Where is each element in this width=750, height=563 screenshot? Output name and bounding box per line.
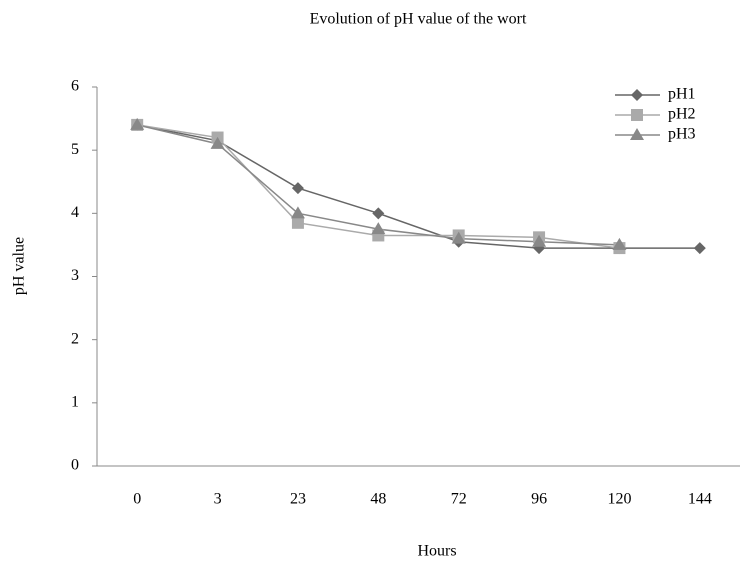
legend-label: pH1	[668, 86, 696, 103]
data-point	[612, 237, 627, 250]
legend-marker	[630, 128, 644, 140]
data-point	[451, 231, 466, 244]
x-tick-label: 144	[688, 491, 712, 508]
x-axis-label: Hours	[417, 543, 456, 560]
legend-marker	[631, 89, 643, 101]
data-point	[130, 117, 145, 130]
legend-label: pH3	[668, 126, 696, 143]
x-tick-label: 72	[451, 491, 467, 508]
data-point	[210, 136, 225, 149]
data-point	[291, 216, 304, 229]
x-tick-label: 23	[290, 491, 306, 508]
x-tick-label: 0	[133, 491, 141, 508]
y-tick-label: 1	[71, 394, 79, 411]
data-point	[291, 182, 304, 195]
data-point	[372, 207, 385, 220]
x-tick-label: 48	[370, 491, 386, 508]
y-tick-label: 0	[71, 457, 79, 474]
legend-marker	[631, 109, 643, 121]
x-tick-label: 3	[214, 491, 222, 508]
y-axis-label: pH value	[11, 237, 28, 295]
y-tick-label: 4	[71, 204, 79, 221]
y-tick-label: 6	[71, 78, 79, 95]
x-tick-label: 96	[531, 491, 547, 508]
legend-label: pH2	[668, 106, 696, 123]
data-point	[290, 206, 305, 219]
x-tick-label: 120	[607, 491, 631, 508]
y-tick-label: 3	[71, 267, 79, 284]
data-point	[532, 234, 547, 247]
series-line	[137, 124, 700, 249]
data-point	[371, 222, 386, 235]
y-tick-label: 2	[71, 330, 79, 347]
chart-title: Evolution of pH value of the wort	[310, 11, 527, 28]
data-point	[693, 242, 706, 255]
y-tick-label: 5	[71, 141, 79, 158]
